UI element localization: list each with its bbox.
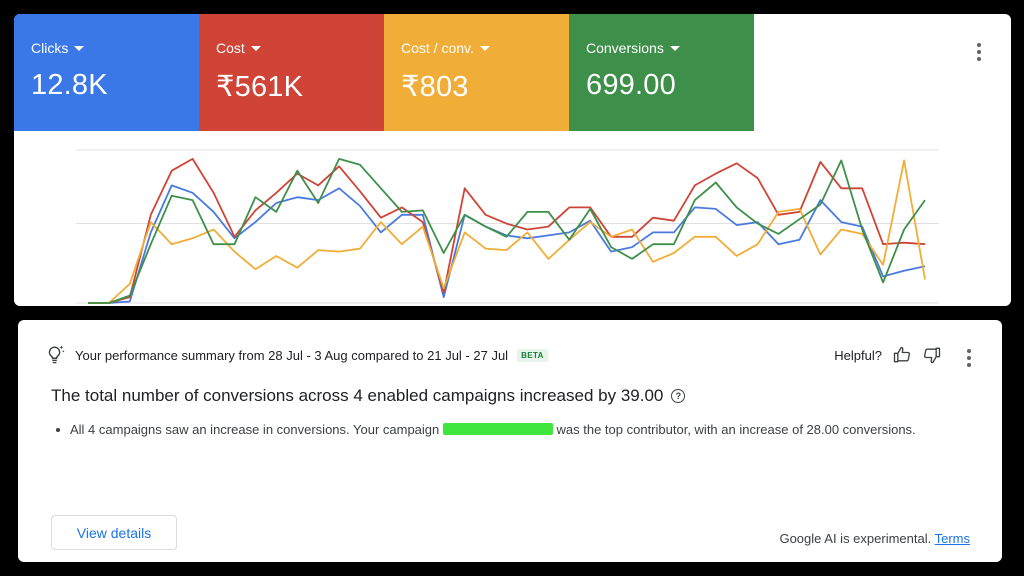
chart-more-options-icon[interactable] — [977, 43, 981, 64]
metric-label: Conversions — [586, 40, 664, 56]
ai-disclaimer: Google AI is experimental. Terms — [779, 531, 970, 546]
thumbs-up-icon[interactable] — [892, 345, 912, 365]
feedback-group: Helpful? — [834, 345, 942, 365]
summary-title: The total number of conversions across 4… — [51, 386, 686, 406]
view-details-button[interactable]: View details — [51, 515, 177, 550]
bullet-dot — [56, 428, 60, 432]
metric-value: 12.8K — [31, 69, 108, 101]
metric-label: Cost / conv. — [401, 40, 474, 56]
summary-heading: Your performance summary from 28 Jul - 3… — [75, 347, 509, 363]
help-icon[interactable]: ? — [671, 389, 686, 403]
performance-summary-card: Your performance summary from 28 Jul - 3… — [18, 320, 1002, 562]
performance-chart-card: Clicks 12.8K Cost ₹561K Cost / conv. ₹80… — [14, 14, 1011, 306]
summary-more-options-icon[interactable] — [967, 349, 971, 370]
metric-tile-clicks[interactable]: Clicks 12.8K — [14, 14, 199, 131]
metric-label: Clicks — [31, 40, 69, 56]
summary-bullet: All 4 campaigns saw an increase in conve… — [56, 420, 930, 440]
metric-tile-conversions[interactable]: Conversions 699.00 — [569, 14, 754, 131]
caret-down-icon — [669, 45, 680, 51]
metric-value: ₹561K — [216, 71, 304, 103]
bullet-text-start: All 4 campaigns saw an increase in conve… — [70, 422, 440, 437]
metric-value: ₹803 — [401, 71, 469, 103]
caret-down-icon — [74, 45, 85, 51]
summary-header: Your performance summary from 28 Jul - 3… — [44, 344, 548, 366]
bullet-text-end: was the top contributor, with an increas… — [556, 422, 916, 437]
terms-link[interactable]: Terms — [934, 531, 970, 546]
chart-series-line-4 — [88, 157, 926, 304]
chart-series-line-2 — [88, 157, 926, 304]
ai-lightbulb-icon — [48, 345, 65, 364]
thumbs-down-icon[interactable] — [922, 345, 942, 365]
chart-series-line-1 — [88, 184, 926, 304]
performance-line-chart — [76, 149, 939, 304]
metric-tile-cost[interactable]: Cost ₹561K — [199, 14, 384, 131]
helpful-label: Helpful? — [834, 347, 882, 363]
metric-tiles: Clicks 12.8K Cost ₹561K Cost / conv. ₹80… — [14, 14, 754, 131]
beta-badge: BETA — [517, 348, 548, 362]
summary-title-text: The total number of conversions across 4… — [51, 386, 664, 405]
metric-label: Cost — [216, 40, 245, 56]
chart-series-line-3 — [88, 159, 926, 304]
metric-value: 699.00 — [586, 69, 676, 101]
disclaimer-text: Google AI is experimental. — [779, 531, 932, 546]
caret-down-icon — [250, 45, 261, 51]
metric-tile-cost-per-conv[interactable]: Cost / conv. ₹803 — [384, 14, 569, 131]
redacted-campaign-name — [442, 423, 553, 435]
caret-down-icon — [479, 45, 490, 51]
